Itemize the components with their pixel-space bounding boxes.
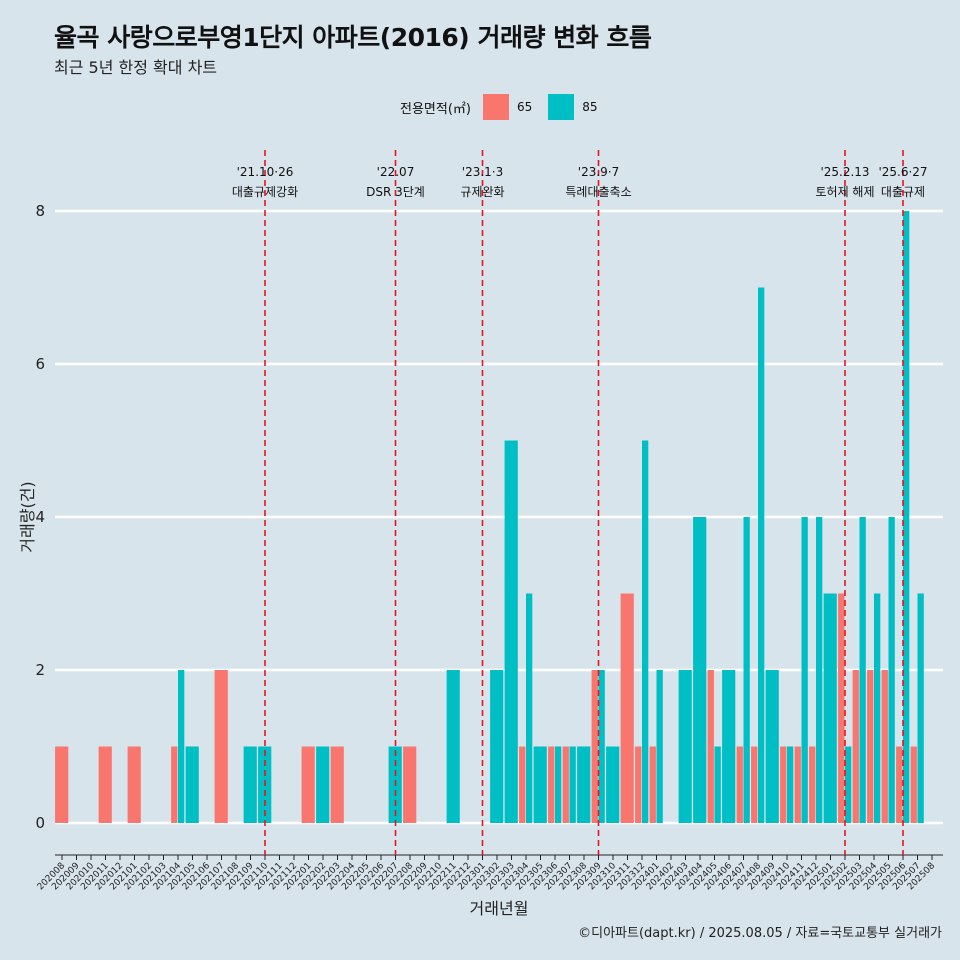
- legend: 전용면적(㎡) 65 85: [400, 92, 610, 122]
- bar-85-202309: [598, 670, 605, 823]
- legend-key-65: [482, 94, 509, 120]
- event-date-202506: '25.6·27: [878, 165, 927, 179]
- bar-85-202502: [845, 746, 852, 823]
- bar-65-202410: [780, 746, 787, 823]
- legend-key-85: [548, 94, 575, 120]
- bar-85-202408: [758, 287, 765, 823]
- bar-85-202202: [316, 746, 330, 823]
- y-tick-label: 6: [35, 355, 45, 373]
- bar-65-202101: [127, 746, 141, 823]
- bar-85-202405: [714, 746, 721, 823]
- bar-65-202408: [751, 746, 758, 823]
- bar-65-202411: [794, 746, 801, 823]
- y-tick-label: 4: [35, 508, 45, 526]
- chart-title: 율곡 사랑으로부영1단지 아파트(2016) 거래량 변화 흐름: [54, 23, 652, 52]
- bar-65-202011: [98, 746, 112, 823]
- bar-85-202505: [888, 517, 895, 823]
- bar-85-202409: [765, 670, 779, 823]
- bar-65-202309: [591, 670, 598, 823]
- event-label-202309: 특례대출축소: [565, 185, 631, 199]
- bar-85-202104: [178, 670, 185, 823]
- y-tick-label: 8: [35, 202, 45, 220]
- bar-85-202308: [577, 746, 591, 823]
- bar-85-202507: [917, 593, 924, 823]
- bar-85-202503: [859, 517, 866, 823]
- bar-85-202403: [678, 670, 692, 823]
- bar-65-202507: [910, 746, 917, 823]
- bar-65-202107: [214, 670, 228, 823]
- chart-subtitle: 최근 5년 한정 확대 차트: [54, 58, 218, 77]
- bar-85-202310: [606, 746, 620, 823]
- bar-65-202208: [403, 746, 417, 823]
- bar-65-202504: [867, 670, 874, 823]
- bar-85-202312: [642, 440, 649, 823]
- bar-65-202505: [881, 670, 888, 823]
- source-caption: ©디아파트(dapt.kr) / 2025.08.05 / 자료=국토교통부 실…: [578, 926, 942, 941]
- bar-85-202410: [787, 746, 794, 823]
- legend-label-85: 85: [582, 100, 598, 114]
- bar-65-202401: [649, 746, 656, 823]
- y-axis-title: 거래량(건): [18, 481, 37, 552]
- bar-65-202104: [171, 746, 178, 823]
- event-date-202110: '21.10·26: [237, 165, 294, 179]
- event-label-202502: 토허제 해제: [815, 185, 874, 199]
- bar-85-202506: [903, 211, 910, 823]
- bar-65-202407: [736, 746, 743, 823]
- bar-65-202405: [707, 670, 714, 823]
- y-tick-label: 2: [35, 661, 45, 679]
- bar-85-202109: [243, 746, 257, 823]
- event-label-202110: 대출규제강화: [232, 185, 298, 199]
- event-label-202207: DSR 3단계: [366, 185, 425, 199]
- bar-65-202506: [896, 746, 903, 823]
- bar-85-202411: [801, 517, 808, 823]
- bar-85-202303: [504, 440, 518, 823]
- bar-65-202311: [620, 593, 634, 823]
- bar-85-202501: [823, 593, 837, 823]
- bar-65-202412: [809, 746, 816, 823]
- bar-65-202306: [548, 746, 555, 823]
- bar-85-202404: [693, 517, 707, 823]
- bar-85-202307: [569, 746, 576, 823]
- bar-85-202105: [185, 746, 199, 823]
- bar-85-202504: [874, 593, 881, 823]
- bar-85-202407: [743, 517, 750, 823]
- event-date-202309: '23.9·7: [578, 165, 619, 179]
- bar-65-202307: [562, 746, 569, 823]
- event-date-202502: '25.2.13: [820, 165, 869, 179]
- bar-65-202203: [330, 746, 344, 823]
- legend-title: 전용면적(㎡): [400, 101, 471, 117]
- bar-85-202412: [816, 517, 823, 823]
- event-date-202207: '22.07: [377, 165, 415, 179]
- bar-85-202302: [490, 670, 504, 823]
- bar-85-202305: [533, 746, 547, 823]
- bar-85-202306: [555, 746, 562, 823]
- bar-65-202201: [301, 746, 315, 823]
- bar-65-202008: [55, 746, 69, 823]
- event-label-202506: 대출규제: [881, 185, 925, 199]
- x-axis-title: 거래년월: [470, 899, 529, 918]
- bar-65-202503: [852, 670, 859, 823]
- bar-85-202304: [526, 593, 533, 823]
- y-tick-label: 0: [35, 814, 45, 832]
- bar-85-202406: [722, 670, 736, 823]
- bar-65-202312: [635, 746, 642, 823]
- bar-85-202211: [446, 670, 460, 823]
- legend-label-65: 65: [516, 100, 533, 114]
- bar-85-202401: [656, 670, 663, 823]
- event-date-202301: '23.1·3: [462, 165, 503, 179]
- bar-65-202502: [838, 593, 845, 823]
- event-label-202301: 규제완화: [460, 185, 504, 199]
- bar-65-202304: [519, 746, 526, 823]
